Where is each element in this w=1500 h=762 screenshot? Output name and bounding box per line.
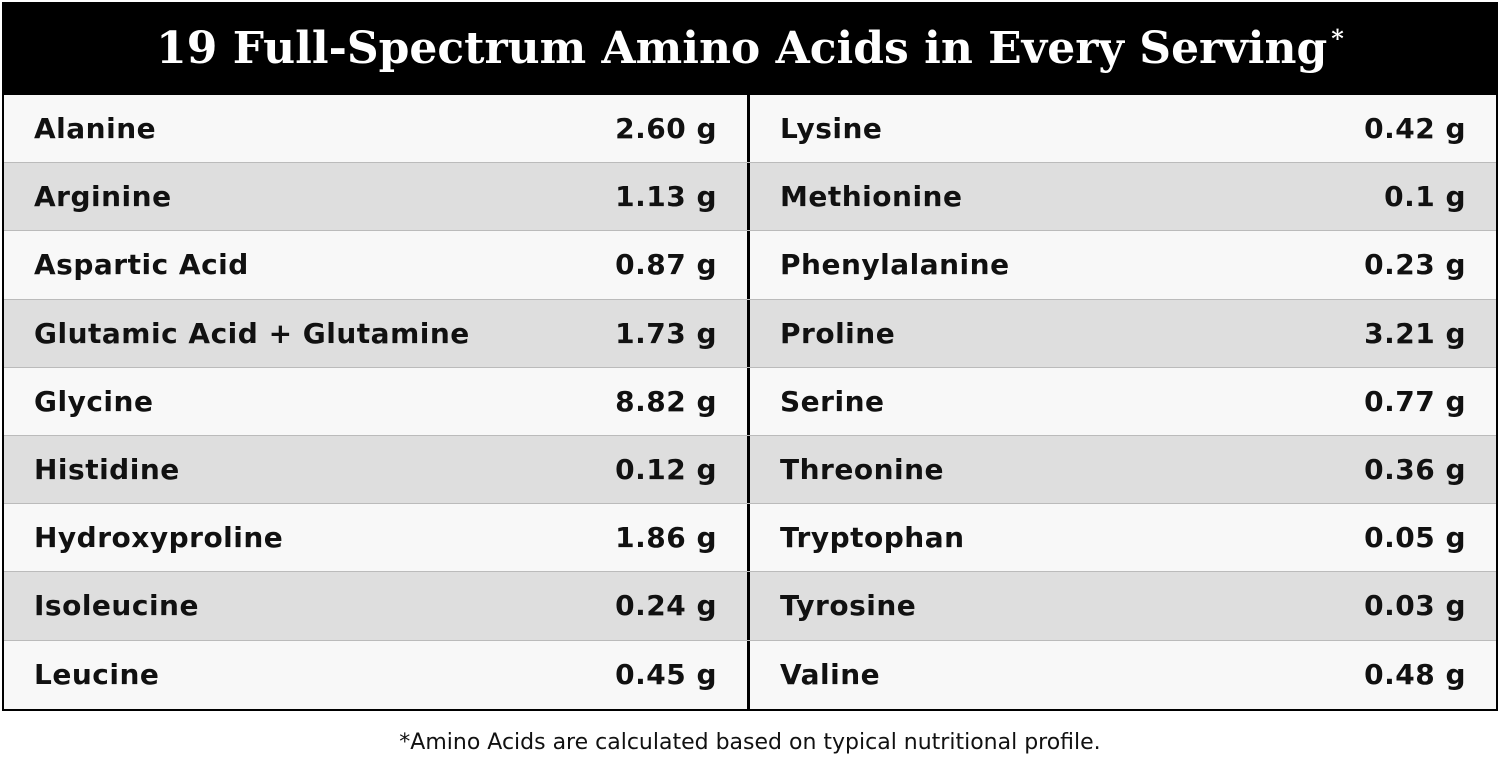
amino-name: Threonine [780, 453, 945, 487]
title: 19 Full-Spectrum Amino Acids in Every Se… [156, 23, 1328, 74]
cell-pair: Tryptophan 0.05 g [750, 504, 1496, 571]
amino-name: Leucine [34, 658, 160, 692]
cell-pair: Arginine 1.13 g [4, 163, 750, 231]
cell-pair: Threonine 0.36 g [750, 436, 1496, 503]
cell-pair: Glycine 8.82 g [4, 367, 750, 435]
table-row: Histidine 0.12 g Threonine 0.36 g [4, 435, 1496, 505]
amino-amount: 0.12 g [615, 453, 717, 487]
amino-amount: 0.45 g [615, 658, 717, 692]
amino-name: Methionine [780, 180, 963, 214]
amino-name: Alanine [34, 112, 157, 146]
cell-pair: Glutamic Acid + Glutamine 1.73 g [4, 299, 750, 367]
amino-amount: 0.77 g [1364, 384, 1466, 418]
cell-pair: Tyrosine 0.03 g [750, 572, 1496, 639]
amino-name: Glutamic Acid + Glutamine [34, 316, 470, 350]
amino-amount: 3.21 g [1364, 316, 1466, 350]
amino-amount: 8.82 g [615, 384, 717, 418]
table-row: Hydroxyproline 1.86 g Tryptophan 0.05 g [4, 504, 1496, 573]
amino-name: Histidine [34, 453, 180, 487]
table-row: Isoleucine 0.24 g Tyrosine 0.03 g [4, 572, 1496, 641]
cell-pair: Hydroxyproline 1.86 g [4, 504, 750, 572]
amino-amount: 1.73 g [615, 316, 717, 350]
amino-amount: 0.23 g [1364, 248, 1466, 282]
cell-pair: Methionine 0.1 g [750, 163, 1496, 230]
cell-pair: Aspartic Acid 0.87 g [4, 231, 750, 299]
cell-pair: Proline 3.21 g [750, 300, 1496, 367]
table-row: Glutamic Acid + Glutamine 1.73 g Proline 3.… [4, 299, 1496, 368]
table-row: Glycine 8.82 g Serine 0.77 g [4, 367, 1496, 436]
cell-pair: Leucine 0.45 g [4, 640, 750, 709]
amino-name: Isoleucine [34, 589, 199, 623]
amino-table: Alanine 2.60 g Lysine 0.42 g Arginine 1.13 g M… [2, 95, 1498, 711]
amino-amount: 0.36 g [1364, 453, 1466, 487]
amino-name: Lysine [780, 112, 883, 146]
amino-amount: 0.48 g [1364, 658, 1466, 692]
amino-name: Hydroxyproline [34, 521, 284, 555]
amino-name: Tyrosine [780, 589, 917, 623]
amino-name: Tryptophan [780, 521, 965, 555]
amino-amount: 1.86 g [615, 521, 717, 555]
cell-pair: Histidine 0.12 g [4, 435, 750, 504]
amino-amount: 0.03 g [1364, 589, 1466, 623]
amino-amount: 0.42 g [1364, 112, 1466, 146]
footnote: *Amino Acids are calculated based on typ… [399, 730, 1101, 755]
amino-amount: 1.13 g [615, 180, 717, 214]
amino-amount: 0.1 g [1384, 180, 1466, 214]
table-row: Alanine 2.60 g Lysine 0.42 g [4, 95, 1496, 164]
amino-name: Phenylalanine [780, 248, 1010, 282]
cell-pair: Phenylalanine 0.23 g [750, 231, 1496, 298]
table-row: Aspartic Acid 0.87 g Phenylalanine 0.23 g [4, 231, 1496, 300]
amino-name: Aspartic Acid [34, 248, 249, 282]
cell-pair: Isoleucine 0.24 g [4, 572, 750, 640]
table-row: Arginine 1.13 g Methionine 0.1 g [4, 163, 1496, 232]
cell-pair: Alanine 2.60 g [4, 95, 750, 163]
amino-name: Glycine [34, 384, 154, 418]
amino-amount: 2.60 g [615, 112, 717, 146]
cell-pair: Lysine 0.42 g [750, 95, 1496, 162]
title-mark: * [1331, 24, 1344, 53]
table-row: Leucine 0.45 g Valine 0.48 g [4, 640, 1496, 709]
amino-name: Valine [780, 658, 881, 692]
amino-amount: 0.87 g [615, 248, 717, 282]
amino-name: Proline [780, 316, 896, 350]
amino-name: Serine [780, 384, 885, 418]
header: 19 Full-Spectrum Amino Acids in Every Se… [2, 2, 1498, 95]
amino-name: Arginine [34, 180, 172, 214]
cell-pair: Valine 0.48 g [750, 641, 1496, 709]
cell-pair: Serine 0.77 g [750, 368, 1496, 435]
amino-amount: 0.24 g [615, 589, 717, 623]
amino-amount: 0.05 g [1364, 521, 1466, 555]
